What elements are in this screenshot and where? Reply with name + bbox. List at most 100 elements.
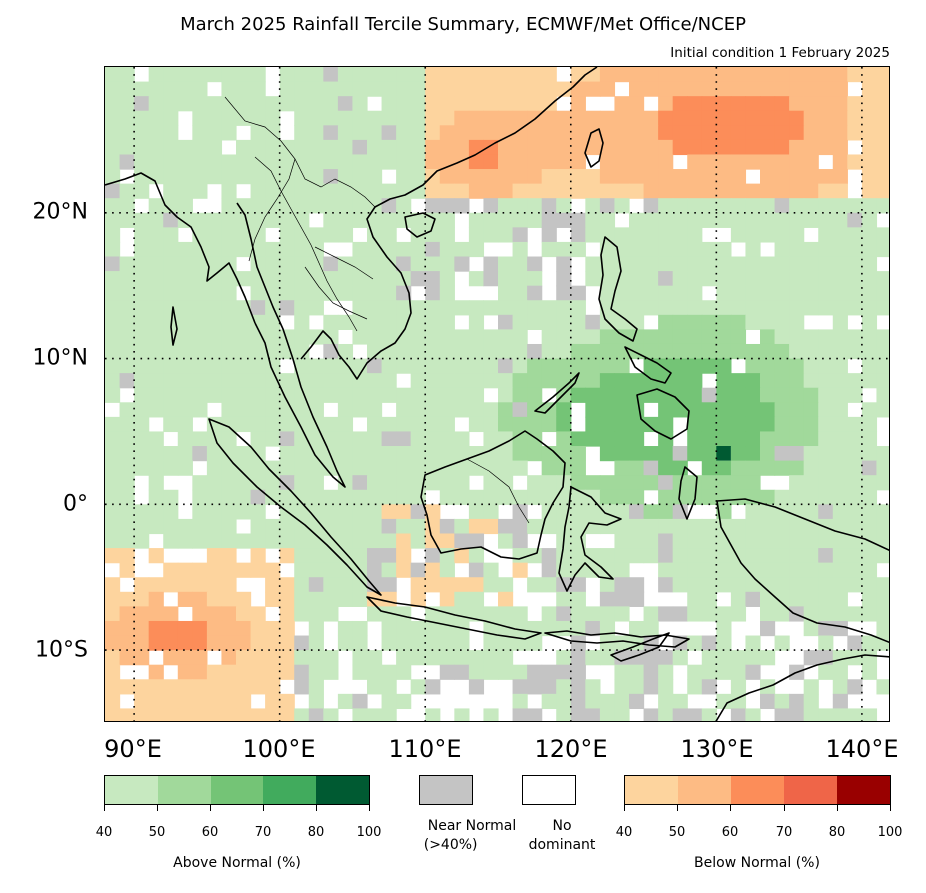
tercile-cell	[861, 475, 878, 491]
tercile-cell	[119, 343, 135, 360]
tercile-cell	[323, 139, 339, 156]
tercile-cell	[337, 314, 354, 330]
tercile-cell	[760, 314, 776, 330]
tercile-cell	[760, 693, 776, 710]
tercile-cell	[483, 343, 499, 360]
tercile-cell	[483, 518, 499, 535]
tercile-cell	[396, 504, 412, 520]
tercile-cell	[614, 562, 630, 578]
coast-hainan	[404, 212, 436, 238]
tercile-cell	[585, 256, 601, 272]
tercile-cell	[148, 271, 164, 287]
tercile-cell	[730, 606, 747, 622]
tercile-cell	[629, 504, 645, 520]
tercile-cell	[163, 81, 179, 97]
tercile-cell	[294, 139, 310, 156]
tercile-cell	[716, 504, 732, 520]
tercile-cell	[629, 577, 645, 593]
tercile-cell	[468, 343, 485, 360]
tercile-cell	[629, 227, 645, 243]
tercile-cell	[265, 241, 281, 258]
tercile-cell	[410, 679, 426, 695]
tercile-cell	[730, 81, 747, 97]
tercile-cell	[468, 387, 485, 403]
tercile-cell	[527, 402, 543, 418]
tercile-cell	[192, 533, 208, 549]
tercile-cell	[425, 271, 441, 287]
tercile-cell	[105, 606, 121, 622]
tercile-cell	[439, 241, 455, 258]
tercile-cell	[643, 708, 659, 721]
tercile-cell	[789, 693, 805, 710]
tercile-cell	[410, 416, 426, 433]
tercile-cell	[206, 285, 223, 301]
tercile-cell	[134, 460, 150, 476]
tercile-cell	[134, 387, 150, 403]
tercile-cell	[221, 693, 237, 710]
tercile-cell	[614, 285, 630, 301]
tercile-cell	[119, 460, 135, 476]
tercile-cell	[672, 650, 688, 666]
tercile-cell	[425, 154, 441, 170]
tercile-cell	[439, 518, 455, 535]
tercile-cell	[861, 227, 878, 243]
tercile-cell	[614, 591, 630, 607]
tercile-cell	[789, 183, 805, 199]
lon-label-120e: 120°E	[534, 735, 608, 763]
tercile-cell	[148, 402, 164, 418]
tercile-cell	[832, 431, 848, 447]
tercile-cell	[716, 125, 732, 141]
tercile-cell	[818, 416, 834, 433]
tercile-cell	[381, 635, 397, 651]
tercile-cell	[512, 373, 528, 389]
tercile-cell	[599, 256, 616, 272]
tercile-cell	[221, 591, 237, 607]
tercile-cell	[163, 110, 179, 126]
tercile-cell	[658, 256, 674, 272]
tercile-cell	[498, 212, 514, 228]
tercile-cell	[221, 548, 237, 564]
tercile-cell	[745, 475, 761, 491]
tercile-cell	[818, 96, 834, 112]
tercile-cell	[221, 198, 237, 214]
tercile-cell	[119, 518, 135, 535]
tercile-cell	[847, 577, 863, 593]
tercile-cell	[585, 183, 601, 199]
tercile-cell	[483, 562, 499, 578]
tercile-cell	[527, 387, 543, 403]
tercile-cell	[789, 460, 805, 476]
tercile-cell	[381, 562, 397, 578]
tercile-cell	[527, 300, 543, 316]
tercile-cell	[221, 533, 237, 549]
lon-label-110e: 110°E	[388, 735, 462, 763]
tercile-cell	[337, 431, 354, 447]
tercile-cell	[265, 475, 281, 491]
tercile-cell	[192, 577, 208, 593]
tercile-cell	[512, 271, 528, 287]
tercile-cell	[265, 402, 281, 418]
tercile-cell	[512, 343, 528, 360]
tercile-cell	[556, 81, 572, 97]
tercile-cell	[279, 693, 295, 710]
tercile-cell	[658, 343, 674, 360]
tercile-cell	[454, 241, 470, 258]
tercile-cell	[701, 475, 717, 491]
tercile-cell	[308, 518, 324, 535]
tercile-cell	[527, 518, 543, 535]
tercile-cell	[206, 139, 223, 156]
tercile-cell	[308, 285, 324, 301]
tercile-cell	[541, 198, 557, 214]
tercile-cell	[716, 402, 732, 418]
no-dominant-line2: dominant	[528, 837, 596, 853]
tercile-cell	[745, 446, 761, 462]
tercile-cell	[134, 125, 150, 141]
tercile-cell	[439, 183, 455, 199]
tercile-cell	[832, 650, 848, 666]
tercile-cell	[206, 635, 223, 651]
tercile-cell	[541, 664, 557, 680]
rainfall-tercile-map	[104, 66, 890, 722]
tercile-cell	[352, 256, 368, 272]
tercile-cell	[396, 402, 412, 418]
tercile-cell	[425, 460, 441, 476]
tercile-cell	[803, 343, 819, 360]
